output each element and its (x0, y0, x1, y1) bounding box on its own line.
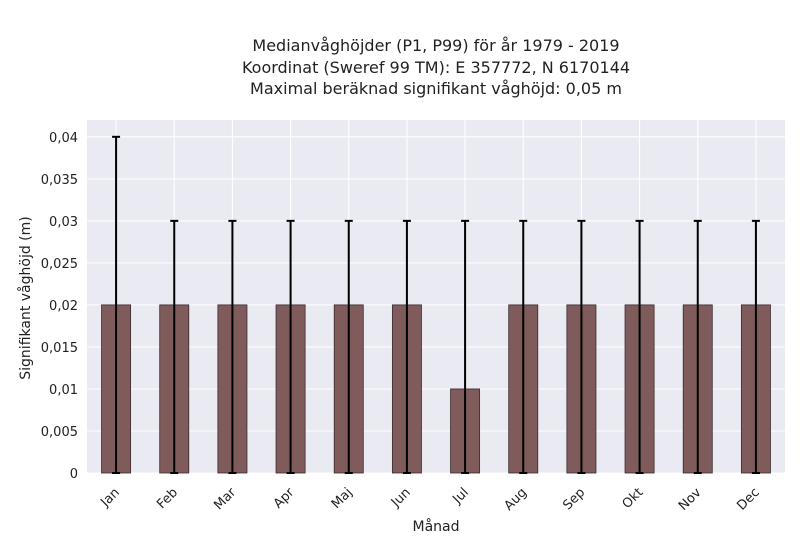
error-bar-apr (286, 219, 295, 474)
x-tick-label: Apr (271, 485, 298, 512)
x-axis-ticks: Jan Feb Mar Apr Maj Jun Jul Aug Sep Okt Nov Dec (97, 485, 762, 514)
y-tick-label: 0,035 (41, 173, 78, 188)
chart-title-line-1: Medianvåghöjder (P1, P99) för år 1979 - … (252, 36, 619, 55)
y-tick-label: 0,025 (41, 257, 78, 272)
y-axis-ticks: 0 0,005 0,01 0,015 0,02 0,025 0,03 0,035 0,04 (41, 131, 78, 482)
y-tick-label: 0,015 (41, 341, 78, 356)
x-tick-label: Jan (97, 485, 122, 510)
error-bar-mar (228, 219, 237, 474)
y-tick-label: 0,02 (49, 299, 78, 314)
error-bar-feb (170, 219, 179, 474)
chart-title-line-2: Koordinat (Sweref 99 TM): E 357772, N 61… (242, 58, 630, 77)
y-tick-label: 0,005 (41, 425, 78, 440)
error-bar-jul (461, 219, 470, 474)
x-tick-label: Aug (502, 485, 531, 514)
y-tick-label: 0,03 (49, 215, 78, 230)
y-tick-label: 0,01 (49, 383, 78, 398)
error-bar-nov (693, 219, 702, 474)
error-bar-okt (635, 219, 644, 474)
error-bar-aug (519, 219, 528, 474)
chart-title: Medianvåghöjder (P1, P99) för år 1979 - … (242, 36, 630, 98)
plot-area (87, 120, 785, 473)
chart-title-line-3: Maximal beräknad signifikant våghöjd: 0,… (250, 79, 622, 98)
error-bar-maj (344, 219, 353, 474)
x-tick-label: Dec (734, 485, 762, 513)
error-bar-jan (112, 135, 121, 474)
error-bar-jun (402, 219, 411, 474)
y-tick-label: 0,04 (49, 131, 78, 146)
x-tick-label: Nov (676, 485, 705, 514)
error-bars (112, 135, 760, 474)
y-axis-label: Signifikant våghöjd (m) (17, 216, 34, 379)
x-tick-label: Jun (388, 485, 414, 511)
error-bar-dec (751, 219, 760, 474)
error-bar-sep (577, 219, 586, 474)
y-tick-label: 0 (70, 467, 78, 482)
x-tick-label: Okt (620, 485, 647, 512)
x-tick-label: Feb (154, 485, 181, 512)
x-tick-label: Maj (329, 485, 356, 512)
x-tick-label: Jul (450, 485, 472, 507)
x-tick-label: Mar (211, 485, 239, 513)
x-axis-label: Månad (413, 518, 460, 535)
x-tick-label: Sep (560, 485, 588, 513)
